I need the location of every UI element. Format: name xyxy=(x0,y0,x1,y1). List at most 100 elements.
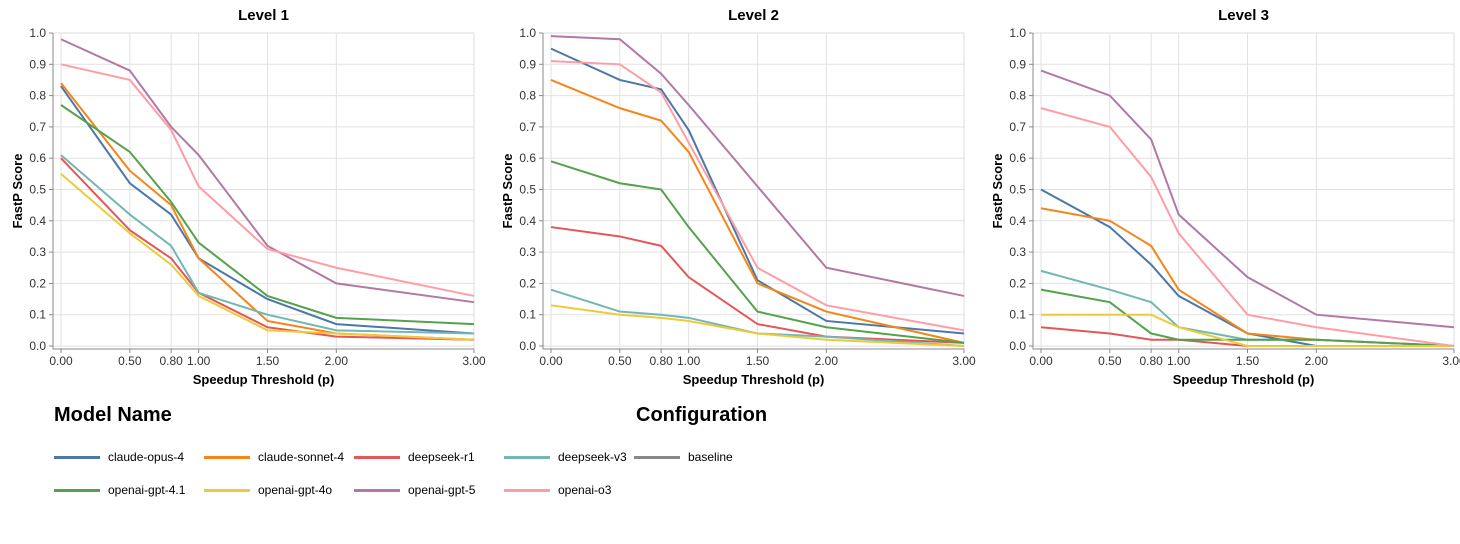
x-axis-label: Speedup Threshold (p) xyxy=(1173,372,1315,387)
y-tick-label: 0.8 xyxy=(519,89,536,103)
series-line-openai-gpt-4.1 xyxy=(60,104,475,326)
x-axis-label: Speedup Threshold (p) xyxy=(193,372,335,387)
y-tick-label: 0.5 xyxy=(519,183,536,197)
x-tick-label: 1.00 xyxy=(187,354,211,368)
legend-item-openai-o3: openai-o3 xyxy=(504,483,611,497)
legend-item-deepseek-r1: deepseek-r1 xyxy=(354,450,475,464)
plot-frame xyxy=(52,32,475,350)
y-tick-label: 0.0 xyxy=(29,339,46,353)
series-line-openai-gpt-5 xyxy=(60,38,475,304)
y-tick-label: 0.2 xyxy=(29,276,46,290)
legend-swatch xyxy=(504,455,550,459)
series-line-deepseek-v3 xyxy=(60,154,475,335)
x-tick-label: 3.00 xyxy=(952,354,976,368)
y-axis-label: FastP Score xyxy=(500,154,515,229)
legend-swatch xyxy=(354,488,400,492)
plot-frame xyxy=(542,32,965,350)
x-tick-label: 2.00 xyxy=(325,354,349,368)
legend-title-configuration: Configuration xyxy=(636,404,768,426)
x-tick-label: 0.80 xyxy=(159,354,183,368)
x-tick-label: 1.00 xyxy=(677,354,701,368)
y-tick-label: 0.8 xyxy=(1009,89,1026,103)
x-tick-label: 0.80 xyxy=(1139,354,1163,368)
legend-label: openai-gpt-4o xyxy=(258,483,333,497)
legend-swatch xyxy=(504,488,550,492)
series-line-openai-gpt-4o xyxy=(60,173,475,341)
legend-label: openai-o3 xyxy=(558,483,612,497)
y-tick-label: 0.0 xyxy=(519,339,536,353)
legend-item-deepseek-v3: deepseek-v3 xyxy=(504,450,627,464)
series-line-openai-gpt-4.1 xyxy=(550,160,965,344)
x-tick-label: 0.80 xyxy=(649,354,673,368)
y-tick-label: 0.3 xyxy=(519,245,536,259)
x-tick-label: 1.50 xyxy=(1236,354,1260,368)
plot-frame xyxy=(1032,32,1455,350)
y-tick-label: 0.1 xyxy=(519,308,536,322)
y-tick-label: 0.7 xyxy=(1009,120,1026,134)
charts: 0.0 0.1 0.2 0.3 0.4 0.5 0.6 0.7 0.8 0.9 1.0 0.00 0.5… xyxy=(10,7,1460,387)
y-tick-label: 1.0 xyxy=(1009,26,1026,40)
x-tick-label: 0.50 xyxy=(608,354,632,368)
x-tick-label: 0.50 xyxy=(1098,354,1122,368)
chart-title: Level 3 xyxy=(1218,7,1269,24)
y-tick-label: 0.6 xyxy=(519,151,536,165)
x-tick-label: 3.00 xyxy=(1442,354,1460,368)
chart-level-3: 0.0 0.1 0.2 0.3 0.4 0.5 0.6 0.7 0.8 0.9 1.0 0.00 0.5… xyxy=(990,7,1460,387)
chart-title: Level 1 xyxy=(238,7,289,24)
x-tick-label: 1.50 xyxy=(256,354,280,368)
legend-swatch xyxy=(354,455,400,459)
x-tick-label: 1.00 xyxy=(1167,354,1191,368)
y-tick-label: 0.7 xyxy=(519,120,536,134)
x-tick-label: 2.00 xyxy=(815,354,839,368)
x-tick-label: 1.50 xyxy=(746,354,770,368)
y-tick-label: 0.5 xyxy=(29,183,46,197)
legend-item-openai-gpt-4.1: openai-gpt-4.1 xyxy=(54,483,185,497)
x-tick-label: 0.50 xyxy=(118,354,142,368)
legend-label: claude-opus-4 xyxy=(108,450,185,464)
legend-swatch xyxy=(54,488,100,492)
y-tick-label: 0.9 xyxy=(29,57,46,71)
y-tick-label: 0.9 xyxy=(519,57,536,71)
y-axis-label: FastP Score xyxy=(10,154,25,229)
y-tick-label: 0.6 xyxy=(1009,151,1026,165)
series-line-deepseek-v3 xyxy=(550,288,965,347)
series-line-claude-sonnet-4 xyxy=(550,79,965,344)
legend-swatch xyxy=(204,455,250,459)
y-tick-label: 0.2 xyxy=(1009,276,1026,290)
x-tick-label: 0.00 xyxy=(49,354,73,368)
chart-title: Level 2 xyxy=(728,7,779,24)
y-axis-label: FastP Score xyxy=(990,154,1005,229)
series-line-openai-o3 xyxy=(550,60,965,332)
series-line-openai-gpt-4.1 xyxy=(1040,288,1455,347)
y-tick-label: 0.1 xyxy=(29,308,46,322)
legend-swatch xyxy=(634,455,680,459)
series-line-openai-gpt-4o xyxy=(1041,313,1454,347)
legend-label: deepseek-v3 xyxy=(558,450,627,464)
y-tick-label: 1.0 xyxy=(29,26,46,40)
series-line-openai-o3 xyxy=(1040,107,1455,347)
y-tick-label: 0.2 xyxy=(519,276,536,290)
legend-item-claude-sonnet-4: claude-sonnet-4 xyxy=(204,450,344,464)
legend-label: claude-sonnet-4 xyxy=(258,450,345,464)
y-tick-label: 0.3 xyxy=(1009,245,1026,259)
series-line-openai-gpt-4o xyxy=(550,304,965,347)
x-tick-label: 0.00 xyxy=(539,354,563,368)
y-tick-label: 0.4 xyxy=(519,214,536,228)
y-tick-label: 0.3 xyxy=(29,245,46,259)
y-tick-label: 0.0 xyxy=(1009,339,1026,353)
y-tick-label: 0.1 xyxy=(1009,308,1026,322)
y-tick-label: 0.7 xyxy=(29,120,46,134)
legend-item-claude-opus-4: claude-opus-4 xyxy=(54,450,184,464)
x-tick-label: 0.00 xyxy=(1029,354,1053,368)
chart-level-2: 0.0 0.1 0.2 0.3 0.4 0.5 0.6 0.7 0.8 0.9 1.0 0.00 0.5… xyxy=(500,7,976,387)
legend-item-baseline: baseline xyxy=(634,450,733,464)
y-tick-label: 0.9 xyxy=(1009,57,1026,71)
series-line-openai-o3 xyxy=(60,63,475,297)
y-tick-label: 0.6 xyxy=(29,151,46,165)
series-line-openai-gpt-5 xyxy=(1040,69,1455,329)
legend-title-model: Model Name xyxy=(54,404,172,426)
legend-label: openai-gpt-5 xyxy=(408,483,476,497)
y-tick-label: 0.8 xyxy=(29,89,46,103)
legend-swatch xyxy=(54,455,100,459)
series-line-openai-gpt-5 xyxy=(550,35,965,297)
